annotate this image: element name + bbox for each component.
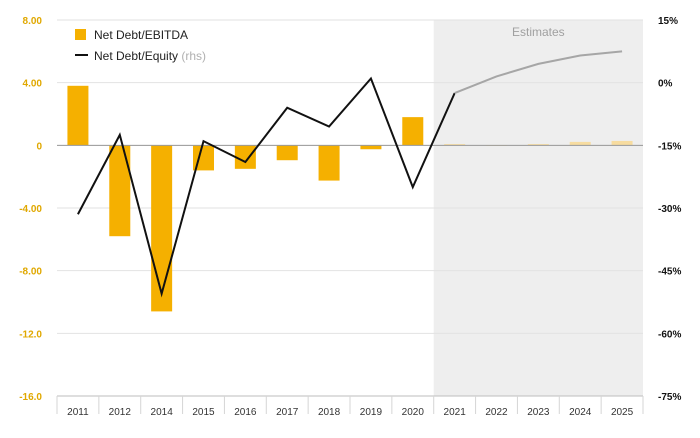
left-tick-label: 4.00: [23, 79, 43, 90]
x-tick-label: 2018: [318, 407, 341, 418]
x-tick-label: 2016: [234, 407, 257, 418]
legend: Net Debt/EBITDA Net Debt/Equity (rhs): [75, 28, 206, 63]
right-tick-label: -45%: [658, 267, 681, 278]
x-axis: 2011 2012 2014 2015 2016 2017 2018 2019 2020 2021…: [56, 395, 644, 418]
right-tick-label: 15%: [658, 16, 678, 27]
x-tick-label: 2020: [402, 407, 425, 418]
right-tick-label: -60%: [658, 329, 681, 340]
bar: [402, 117, 424, 146]
right-tick-label: -15%: [658, 141, 681, 152]
left-tick-label: 8.00: [23, 16, 43, 27]
x-tick-label: 2022: [485, 407, 508, 418]
bar: [67, 85, 89, 146]
legend-bar-label: Net Debt/EBITDA: [94, 28, 188, 42]
right-tick-label: -75%: [658, 392, 681, 403]
x-tick-label: 2011: [67, 407, 89, 418]
bar: [360, 145, 382, 150]
bar: [151, 145, 173, 312]
x-tick-label: 2014: [151, 407, 174, 418]
legend-line-suffix: (rhs): [181, 49, 206, 63]
estimates-label: Estimates: [512, 25, 565, 39]
bar: [318, 145, 340, 181]
x-tick-label: 2023: [527, 407, 550, 418]
bar: [444, 144, 466, 146]
left-axis: 8.00 4.00 0 -4.00 -8.00 -12.0 -16.0: [19, 16, 42, 403]
bar: [109, 145, 131, 237]
legend-line-name: Net Debt/Equity: [94, 49, 178, 63]
bar: [193, 145, 214, 171]
right-tick-label: 0%: [658, 79, 673, 90]
bar-series: [67, 85, 633, 312]
bar: [611, 140, 633, 146]
left-tick-label: 0: [36, 141, 42, 152]
x-tick-label: 2025: [611, 407, 634, 418]
left-tick-label: -16.0: [19, 392, 42, 403]
legend-bar-swatch: [75, 29, 86, 40]
x-tick-label: 2012: [109, 407, 132, 418]
left-tick-label: -8.00: [19, 267, 42, 278]
x-tick-label: 2019: [360, 407, 383, 418]
bar: [276, 145, 298, 161]
x-tick-label: 2021: [444, 407, 467, 418]
right-tick-label: -30%: [658, 204, 681, 215]
x-tick-label: 2017: [276, 407, 299, 418]
right-axis: 15% 0% -15% -30% -45% -60% -75%: [658, 16, 681, 403]
bar: [234, 145, 256, 169]
legend-line-label: Net Debt/Equity (rhs): [94, 49, 206, 63]
x-tick-label: 2015: [192, 407, 215, 418]
bar: [527, 144, 549, 146]
line-estimate: [454, 50, 623, 95]
x-tick-label: 2024: [569, 407, 592, 418]
left-tick-label: -12.0: [19, 329, 42, 340]
bar: [569, 141, 591, 146]
left-tick-label: -4.00: [19, 204, 42, 215]
line-series: [77, 50, 623, 298]
line-actual: [77, 76, 456, 298]
